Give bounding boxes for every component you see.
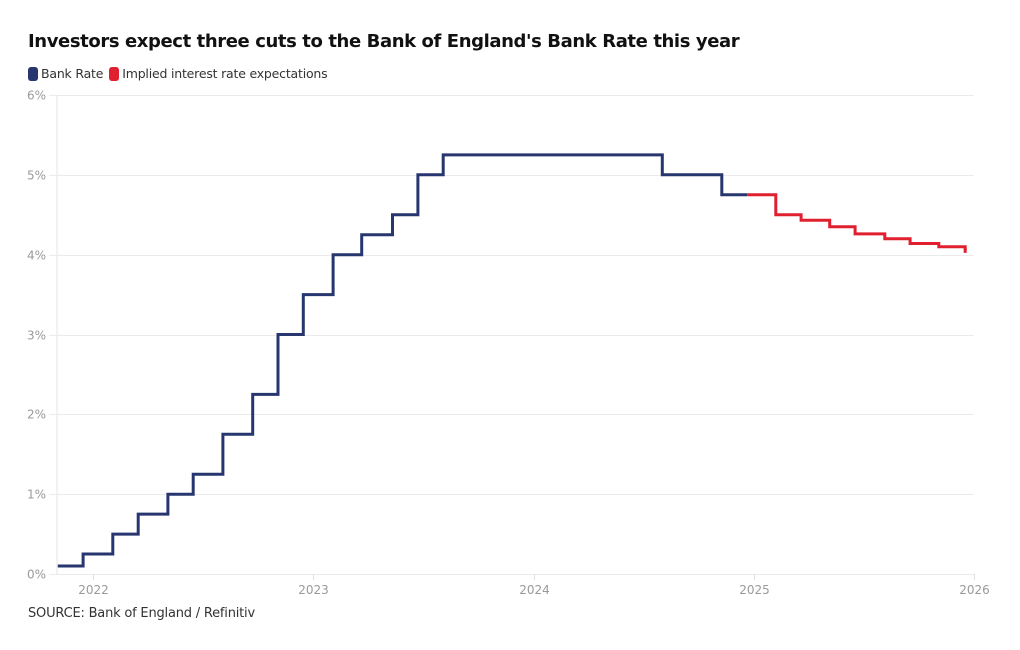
- y-tick-label: 6%: [27, 89, 46, 103]
- x-tick-label: 2024: [519, 583, 550, 597]
- y-tick-label: 1%: [27, 488, 46, 502]
- y-tick-label: 3%: [27, 329, 46, 343]
- legend: Bank Rate Implied interest rate expectat…: [28, 66, 333, 81]
- series-lines: [57, 153, 967, 568]
- x-axis: 2022 2023 2024 2025 2026: [78, 574, 990, 597]
- gridlines: [49, 95, 974, 575]
- x-tick-label: 2026: [959, 583, 990, 597]
- y-tick-label: 5%: [27, 169, 46, 183]
- legend-swatch-bank-rate: [28, 66, 38, 81]
- legend-item-implied-rate: Implied interest rate expectations: [109, 66, 328, 81]
- y-tick-label: 0%: [27, 568, 46, 582]
- x-tick-label: 2023: [298, 583, 329, 597]
- x-tick-label: 2025: [739, 583, 770, 597]
- source-note: SOURCE: Bank of England / Refinitiv: [28, 606, 255, 621]
- chart-title: Investors expect three cuts to the Bank …: [28, 31, 740, 52]
- y-tick-label: 2%: [27, 408, 46, 422]
- legend-label-implied-rate: Implied interest rate expectations: [122, 66, 328, 81]
- series-line-implied-rate: [747, 193, 967, 250]
- series-line-bank-rate: [57, 153, 748, 568]
- y-tick-label: 4%: [27, 249, 46, 263]
- legend-swatch-implied-rate: [109, 66, 120, 81]
- legend-item-bank-rate: Bank Rate: [28, 66, 103, 81]
- x-tick-label: 2022: [78, 583, 109, 597]
- legend-label-bank-rate: Bank Rate: [41, 66, 104, 81]
- y-axis: 0% 1% 2% 3% 4% 5% 6%: [27, 89, 46, 582]
